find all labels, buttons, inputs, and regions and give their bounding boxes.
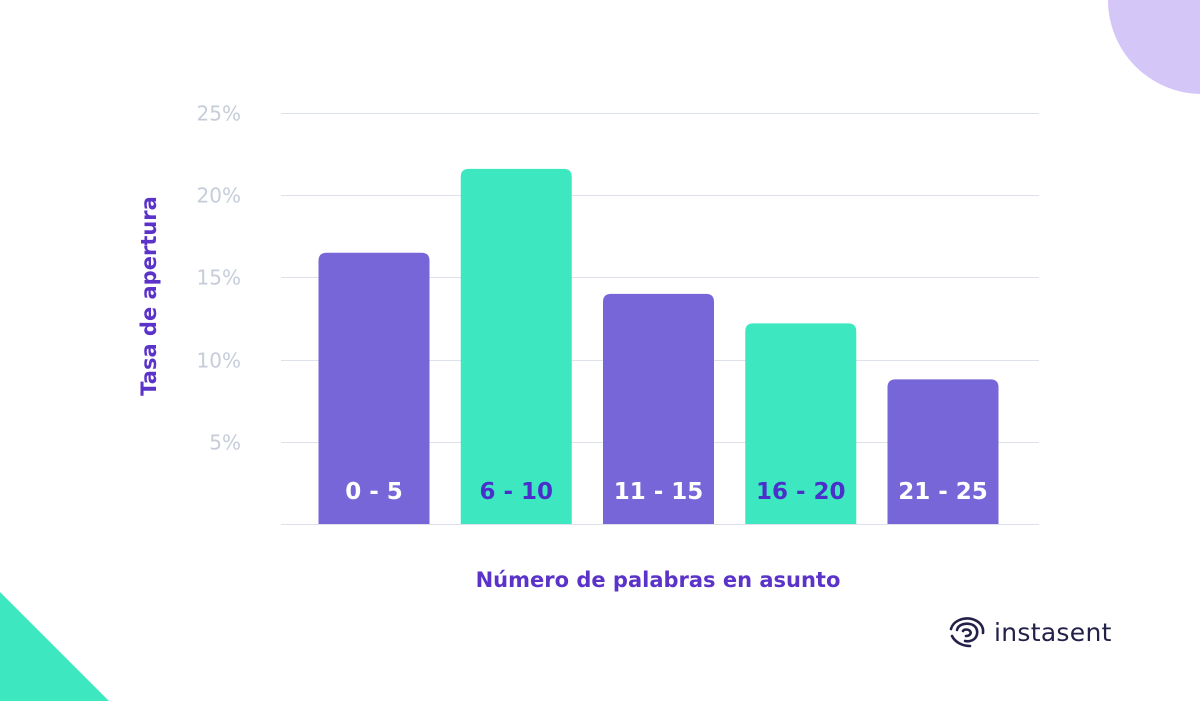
brand-logo: instasent bbox=[948, 612, 1112, 652]
bar bbox=[603, 293, 714, 524]
bar bbox=[460, 168, 572, 524]
brand-name: instasent bbox=[994, 617, 1112, 647]
bar-category-label: 0 - 5 bbox=[345, 479, 403, 505]
bar-category-label: 21 - 25 bbox=[898, 479, 988, 505]
y-tick-label: 25% bbox=[197, 102, 241, 126]
fingerprint-icon bbox=[949, 617, 985, 648]
bar-category-label: 16 - 20 bbox=[756, 479, 846, 505]
bar bbox=[318, 252, 430, 525]
x-axis-title: Número de palabras en asunto bbox=[475, 568, 841, 592]
bar bbox=[745, 323, 857, 524]
y-axis-title: Tasa de apertura bbox=[137, 196, 161, 396]
bar bbox=[887, 379, 999, 524]
y-tick-label: 5% bbox=[209, 431, 241, 455]
bar-category-label: 11 - 15 bbox=[614, 479, 704, 505]
y-tick-label: 20% bbox=[197, 184, 241, 208]
y-tick-label: 10% bbox=[197, 349, 241, 373]
decorative-triangle bbox=[0, 592, 109, 701]
bar-category-label: 6 - 10 bbox=[479, 479, 553, 505]
y-tick-label: 15% bbox=[197, 266, 241, 290]
